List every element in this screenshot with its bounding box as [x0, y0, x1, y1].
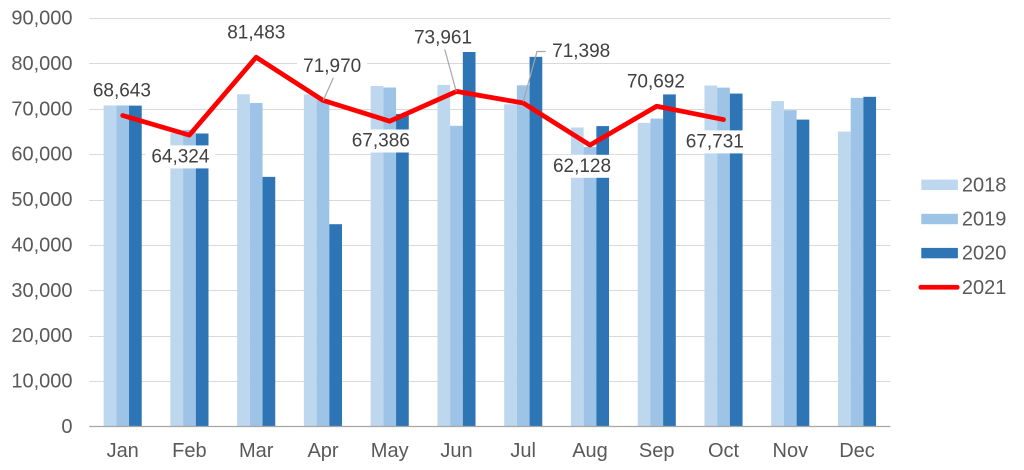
svg-text:67,731: 67,731 [686, 131, 744, 152]
svg-text:70,000: 70,000 [11, 98, 72, 120]
svg-text:2021: 2021 [962, 277, 1007, 299]
svg-text:81,483: 81,483 [227, 23, 285, 44]
svg-text:0: 0 [61, 416, 72, 438]
svg-text:90,000: 90,000 [11, 8, 72, 30]
svg-text:80,000: 80,000 [11, 53, 72, 75]
svg-text:62,128: 62,128 [553, 156, 611, 177]
svg-text:Jan: Jan [107, 440, 139, 462]
svg-text:Apr: Apr [307, 440, 338, 462]
svg-text:68,643: 68,643 [93, 81, 151, 102]
svg-text:2020: 2020 [962, 243, 1007, 265]
svg-text:Jul: Jul [510, 440, 536, 462]
svg-text:Oct: Oct [708, 440, 740, 462]
svg-text:64,324: 64,324 [151, 146, 210, 167]
svg-text:Nov: Nov [773, 440, 809, 462]
svg-text:30,000: 30,000 [11, 280, 72, 302]
svg-text:20,000: 20,000 [11, 325, 72, 347]
svg-text:Jun: Jun [440, 440, 472, 462]
svg-text:71,970: 71,970 [303, 56, 361, 77]
svg-text:Aug: Aug [572, 440, 608, 462]
svg-text:40,000: 40,000 [11, 235, 72, 257]
svg-text:70,692: 70,692 [627, 72, 685, 93]
svg-text:60,000: 60,000 [11, 144, 72, 166]
svg-text:Mar: Mar [239, 440, 274, 462]
svg-text:Sep: Sep [639, 440, 675, 462]
svg-text:73,961: 73,961 [414, 27, 472, 48]
svg-text:50,000: 50,000 [11, 189, 72, 211]
svg-text:10,000: 10,000 [11, 371, 72, 393]
svg-text:67,386: 67,386 [352, 131, 410, 152]
svg-text:71,398: 71,398 [552, 41, 610, 62]
svg-text:Dec: Dec [839, 440, 875, 462]
svg-text:Feb: Feb [172, 440, 206, 462]
svg-text:May: May [371, 440, 409, 462]
svg-text:2019: 2019 [962, 209, 1007, 231]
svg-text:2018: 2018 [962, 174, 1007, 196]
